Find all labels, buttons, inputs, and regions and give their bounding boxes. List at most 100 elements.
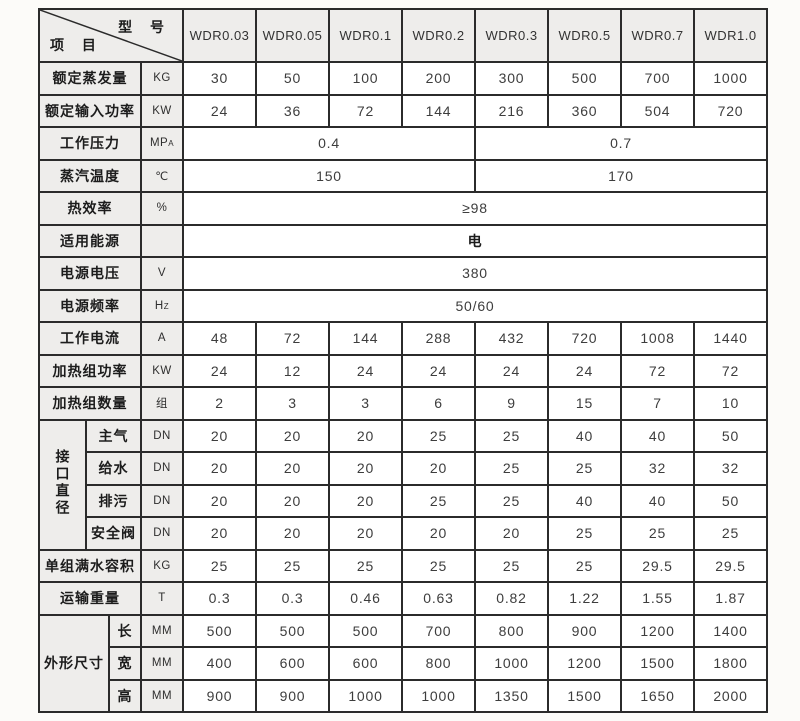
value-cell: 200: [401, 61, 476, 96]
unit-cell: KW: [140, 93, 184, 128]
value-cell: 300: [474, 61, 549, 96]
value-cell: 25: [255, 548, 330, 583]
value-cell: 24: [401, 353, 476, 388]
value-cell: 72: [328, 93, 403, 128]
value-cell: 1.55: [620, 581, 695, 616]
model-header: WDR0.7: [620, 8, 695, 63]
diagonal-line: [40, 10, 182, 61]
value-cell: 电: [182, 223, 768, 258]
value-cell: 1500: [620, 646, 695, 681]
model-header: WDR0.1: [328, 8, 403, 63]
value-cell: 36: [255, 93, 330, 128]
value-cell: 40: [620, 483, 695, 518]
unit-cell: DN: [140, 516, 184, 551]
value-cell: 150: [182, 158, 476, 193]
unit-cell: ℃: [140, 158, 184, 193]
value-cell: 0.63: [401, 581, 476, 616]
row-label: 电源电压: [38, 256, 142, 291]
value-cell: 20: [182, 451, 257, 486]
value-cell: 1200: [620, 613, 695, 648]
value-cell: 29.5: [693, 548, 768, 583]
value-cell: 360: [547, 93, 622, 128]
value-cell: 500: [255, 613, 330, 648]
value-cell: 700: [401, 613, 476, 648]
value-cell: 900: [547, 613, 622, 648]
value-cell: 2000: [693, 678, 768, 713]
row-label: 高: [108, 678, 142, 713]
unit-cell: [140, 223, 184, 258]
corner-item-label: 项 目: [50, 37, 103, 53]
value-cell: 144: [328, 321, 403, 356]
value-cell: 24: [182, 353, 257, 388]
table-row: 给水 DN 20 20 20 20 25 25 32 32: [39, 451, 768, 486]
row-label: 工作电流: [38, 321, 142, 356]
value-cell: 20: [328, 516, 403, 551]
value-cell: 0.82: [474, 581, 549, 616]
value-cell: 25: [474, 548, 549, 583]
value-cell: 20: [474, 516, 549, 551]
value-cell: 20: [401, 516, 476, 551]
table-row: 接口直径 主气 DN 20 20 20 25 25 40 40 50: [38, 418, 768, 551]
value-cell: 50/60: [182, 288, 768, 323]
value-cell: 2: [182, 386, 257, 421]
value-cell: 380: [182, 256, 768, 291]
value-cell: 3: [328, 386, 403, 421]
value-cell: 48: [182, 321, 257, 356]
value-cell: 9: [474, 386, 549, 421]
value-cell: 20: [401, 451, 476, 486]
unit-cell: DN: [140, 483, 184, 518]
table-row: 安全阀 DN 20 20 20 20 20 25 25 25: [39, 516, 768, 551]
row-label: 单组满水容积: [38, 548, 142, 583]
value-cell: 50: [255, 61, 330, 96]
value-cell: 50: [693, 418, 768, 453]
value-cell: 3: [255, 386, 330, 421]
value-cell: 12: [255, 353, 330, 388]
value-cell: 25: [182, 548, 257, 583]
row-label: 给水: [85, 451, 142, 486]
row-label: 热效率: [38, 191, 142, 226]
value-cell: 1008: [620, 321, 695, 356]
value-cell: 25: [474, 483, 549, 518]
group-label-text: 接口直径: [54, 449, 71, 517]
table-row: 高 MM 900 900 1000 1000 1350 1500 1650 2000: [39, 678, 768, 713]
value-cell: 20: [255, 418, 330, 453]
value-cell: 20: [182, 516, 257, 551]
value-cell: 20: [255, 451, 330, 486]
value-cell: ≥98: [182, 191, 768, 226]
unit-cell: DN: [140, 418, 184, 453]
value-cell: 30: [182, 61, 257, 96]
table-row: 电源电压 V 380: [38, 256, 768, 291]
value-cell: 72: [620, 353, 695, 388]
model-header: WDR0.03: [182, 8, 257, 63]
value-cell: 25: [547, 451, 622, 486]
row-label: 主气: [85, 418, 142, 453]
value-cell: 288: [401, 321, 476, 356]
unit-cell: 组: [140, 386, 184, 421]
value-cell: 0.4: [182, 126, 476, 161]
table-row: 热效率% ≥98: [38, 191, 768, 226]
value-cell: 1440: [693, 321, 768, 356]
value-cell: 1400: [693, 613, 768, 648]
table-row: 加热组功率 KW 24 12 24 24 24 24 72 72: [38, 353, 768, 388]
value-cell: 800: [401, 646, 476, 681]
row-label: 长: [108, 613, 142, 648]
value-cell: 40: [620, 418, 695, 453]
table-row: 蒸汽温度 ℃ 150 170: [38, 158, 768, 193]
row-label: 电源频率: [38, 288, 142, 323]
value-cell: 800: [474, 613, 549, 648]
table-row: 加热组数量组 2 3 3 6 9 15 7 10: [38, 386, 768, 421]
corner-model-label: 型 号: [118, 19, 171, 35]
table-row: 运输重量 T 0.3 0.3 0.46 0.63 0.82 1.22 1.55 1.87: [38, 581, 768, 616]
table-row: 单组满水容积 KG 25 25 25 25 25 25 29.5 29.5: [38, 548, 768, 583]
value-cell: 1000: [401, 678, 476, 713]
value-cell: 500: [547, 61, 622, 96]
unit-cell: A: [140, 321, 184, 356]
value-cell: 32: [693, 451, 768, 486]
value-cell: 25: [693, 516, 768, 551]
value-cell: 20: [255, 483, 330, 518]
table-row: 额定蒸发量 KG 30 50 100 200 300 500 700 1000: [38, 61, 768, 96]
model-header: WDR0.05: [255, 8, 330, 63]
unit-cell: KG: [140, 548, 184, 583]
value-cell: 32: [620, 451, 695, 486]
